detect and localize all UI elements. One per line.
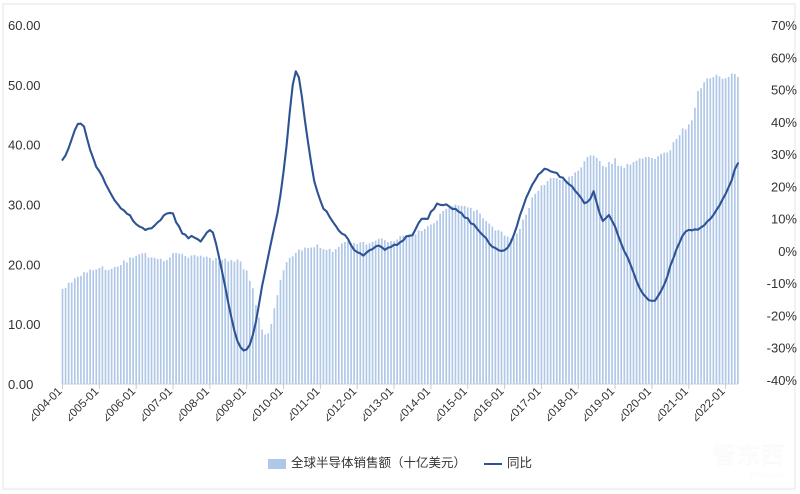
svg-text:60.00: 60.00 xyxy=(8,18,41,33)
svg-text:2015-01: 2015-01 xyxy=(432,386,470,424)
svg-text:30.00: 30.00 xyxy=(8,198,41,213)
svg-text:50%: 50% xyxy=(771,83,797,98)
svg-text:2017-01: 2017-01 xyxy=(505,386,543,424)
svg-text:0.00: 0.00 xyxy=(8,377,33,392)
svg-text:2012-01: 2012-01 xyxy=(321,386,359,424)
svg-text:-40%: -40% xyxy=(767,373,798,388)
svg-text:2013-01: 2013-01 xyxy=(358,386,396,424)
svg-text:10.00: 10.00 xyxy=(8,317,41,332)
svg-text:2005-01: 2005-01 xyxy=(63,386,101,424)
svg-text:-20%: -20% xyxy=(767,308,798,323)
svg-text:40.00: 40.00 xyxy=(8,138,41,153)
svg-text:2008-01: 2008-01 xyxy=(174,386,212,424)
svg-text:2014-01: 2014-01 xyxy=(395,386,433,424)
svg-text:2009-01: 2009-01 xyxy=(210,386,248,424)
svg-text:30%: 30% xyxy=(771,147,797,162)
svg-text:60%: 60% xyxy=(771,50,797,65)
svg-text:2018-01: 2018-01 xyxy=(542,386,580,424)
svg-text:0%: 0% xyxy=(778,244,797,259)
svg-text:2011-01: 2011-01 xyxy=(285,386,323,424)
svg-text:2022-01: 2022-01 xyxy=(689,386,727,424)
svg-text:2007-01: 2007-01 xyxy=(137,386,175,424)
svg-text:-10%: -10% xyxy=(767,276,798,291)
svg-text:2010-01: 2010-01 xyxy=(247,386,285,424)
svg-text:2016-01: 2016-01 xyxy=(468,386,506,424)
svg-text:2020-01: 2020-01 xyxy=(616,386,654,424)
svg-text:20%: 20% xyxy=(771,179,797,194)
svg-text:-30%: -30% xyxy=(767,341,798,356)
svg-text:2006-01: 2006-01 xyxy=(100,386,138,424)
svg-text:20.00: 20.00 xyxy=(8,257,41,272)
svg-text:2019-01: 2019-01 xyxy=(579,386,617,424)
svg-text:40%: 40% xyxy=(771,115,797,130)
svg-text:10%: 10% xyxy=(771,212,797,227)
svg-text:50.00: 50.00 xyxy=(8,78,41,93)
svg-text:2021-01: 2021-01 xyxy=(653,386,691,424)
svg-text:70%: 70% xyxy=(771,18,797,33)
